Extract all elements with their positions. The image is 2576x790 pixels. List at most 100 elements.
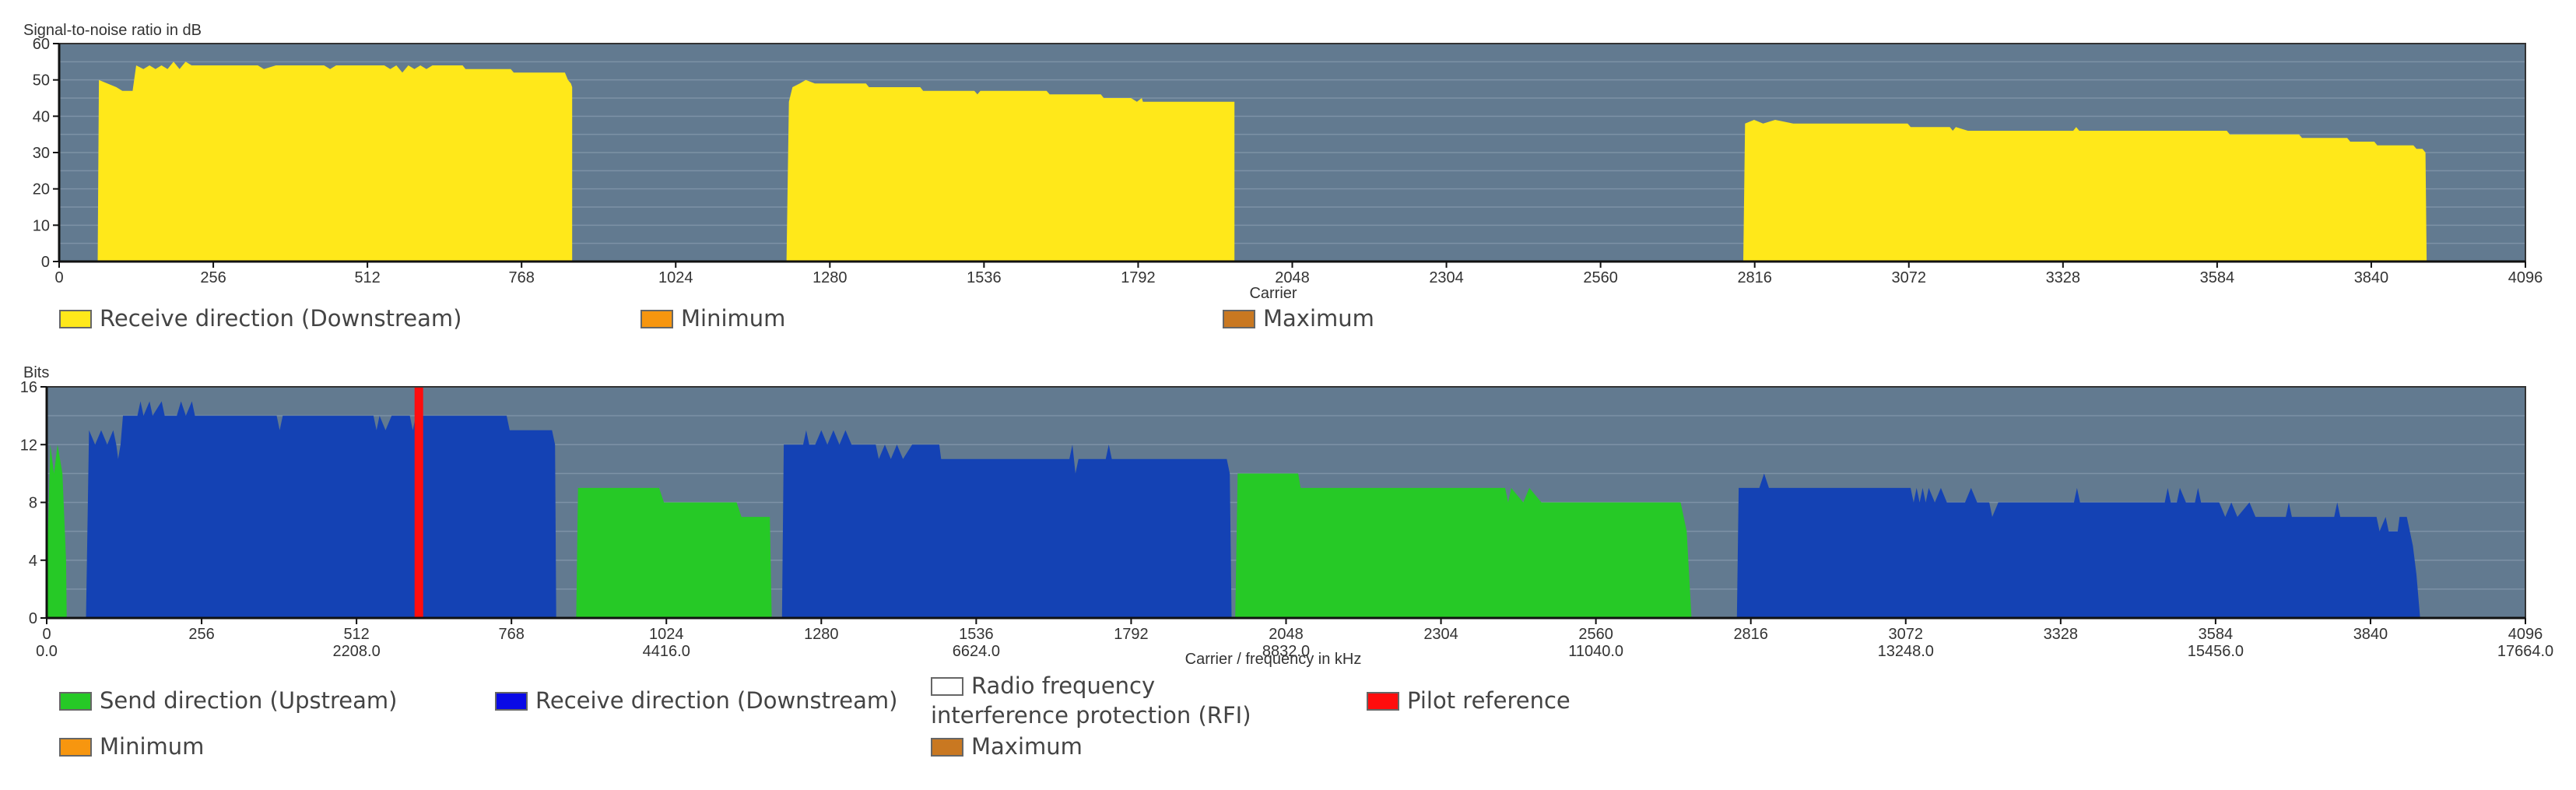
snr-series-0-area-0 bbox=[97, 61, 573, 262]
x-tick-label: 3584 bbox=[2199, 626, 2234, 643]
x-tick-label-khz: 6624.0 bbox=[953, 643, 1000, 660]
snr-series bbox=[97, 61, 2427, 262]
bits-series-0-area-1 bbox=[576, 487, 772, 618]
y-tick-label: 20 bbox=[33, 181, 50, 198]
legend-swatch bbox=[640, 310, 673, 328]
bits-series-0-area-0 bbox=[47, 444, 67, 618]
x-tick-label: 1280 bbox=[804, 626, 839, 643]
x-tick-label: 1024 bbox=[649, 626, 684, 643]
x-tick-label-khz: 2208.0 bbox=[333, 643, 381, 660]
y-tick-label: 30 bbox=[33, 145, 50, 162]
x-tick-label: 2048 bbox=[1269, 626, 1304, 643]
y-tick-label: 4 bbox=[29, 553, 37, 570]
legend-swatch bbox=[1367, 692, 1399, 711]
y-tick-label: 60 bbox=[33, 36, 50, 53]
legend-item-rfi: Radio frequency interference protection … bbox=[931, 671, 1367, 733]
x-tick-label: 2304 bbox=[1423, 626, 1458, 643]
legend-swatch bbox=[59, 310, 92, 328]
x-tick-label: 3328 bbox=[2044, 626, 2079, 643]
legend-swatch bbox=[59, 738, 92, 757]
legend-item-receive-downstream-bits: Receive direction (Downstream) bbox=[495, 686, 931, 717]
x-tick-label: 1024 bbox=[658, 269, 693, 286]
legend-swatch bbox=[931, 677, 963, 696]
x-tick-label: 512 bbox=[354, 269, 380, 286]
y-tick-label: 8 bbox=[29, 495, 37, 512]
legend-item-minimum-bits: Minimum bbox=[59, 732, 495, 763]
legend-label: Minimum bbox=[681, 305, 786, 332]
x-tick-label: 4096 bbox=[2508, 269, 2543, 286]
y-tick-label: 50 bbox=[33, 72, 50, 90]
x-tick-label-khz: 15456.0 bbox=[2188, 643, 2244, 660]
legend-item-maximum-bits: Maximum bbox=[931, 732, 1367, 763]
x-tick-label: 3840 bbox=[2354, 269, 2389, 286]
x-tick-label-khz: 11040.0 bbox=[1568, 643, 1623, 660]
legend-label: Minimum bbox=[100, 733, 205, 760]
x-tick-label: 1536 bbox=[967, 269, 1002, 286]
legend-item-pilot-reference: Pilot reference bbox=[1367, 686, 1756, 717]
legend-swatch bbox=[495, 692, 528, 711]
legend-swatch bbox=[1223, 310, 1255, 328]
legend-label: Send direction (Upstream) bbox=[100, 687, 398, 714]
bits-series-1-area-2 bbox=[1736, 473, 2420, 618]
legend-item-send-upstream: Send direction (Upstream) bbox=[59, 686, 495, 717]
bits-series bbox=[47, 387, 2420, 618]
x-tick-label: 2816 bbox=[1733, 626, 1768, 643]
legend-label: Maximum bbox=[971, 733, 1083, 760]
legend-label: Pilot reference bbox=[1407, 687, 1571, 714]
bits-chart-title: Bits bbox=[23, 364, 49, 381]
x-tick-label: 3072 bbox=[1889, 626, 1924, 643]
x-tick-label: 1792 bbox=[1114, 626, 1149, 643]
x-tick-label: 1280 bbox=[812, 269, 848, 286]
x-tick-label: 3584 bbox=[2200, 269, 2235, 286]
x-tick-label: 0 bbox=[54, 269, 63, 286]
x-tick-label: 2816 bbox=[1737, 269, 1772, 286]
snr-chart: Signal-to-noise ratio in dB 0 256 512 768 10… bbox=[23, 22, 2543, 302]
x-tick-label: 0 bbox=[42, 626, 51, 643]
x-tick-label: 256 bbox=[188, 626, 214, 643]
x-tick-label: 2560 bbox=[1578, 626, 1613, 643]
x-tick-label: 768 bbox=[499, 626, 525, 643]
snr-chart-title: Signal-to-noise ratio in dB bbox=[23, 22, 202, 39]
legend-swatch bbox=[59, 692, 92, 711]
x-tick-label: 1536 bbox=[959, 626, 994, 643]
legend-label: Receive direction (Downstream) bbox=[100, 305, 462, 332]
snr-axes: 0 256 512 768 1024 1280 1536 1792 2048 2304 2560 28… bbox=[33, 36, 2543, 286]
bits-series-1-area-1 bbox=[781, 430, 1232, 618]
x-tick-label: 3072 bbox=[1892, 269, 1927, 286]
x-tick-label: 2560 bbox=[1583, 269, 1618, 286]
y-tick-label: 16 bbox=[20, 379, 37, 396]
legend-label: Maximum bbox=[1263, 305, 1374, 332]
y-tick-label: 40 bbox=[33, 108, 50, 125]
y-tick-label: 0 bbox=[29, 610, 37, 627]
x-tick-label: 4096 bbox=[2508, 626, 2543, 643]
x-tick-label-khz: 0.0 bbox=[36, 643, 58, 660]
x-tick-label-khz: 4416.0 bbox=[643, 643, 690, 660]
legend-item-receive-downstream: Receive direction (Downstream) bbox=[59, 304, 604, 335]
bits-x-axis-label: Carrier / frequency in kHz bbox=[1185, 651, 1362, 668]
x-tick-label: 512 bbox=[343, 626, 369, 643]
x-tick-label-khz: 13248.0 bbox=[1878, 643, 1934, 660]
legend-label: Receive direction (Downstream) bbox=[535, 687, 898, 714]
x-tick-label: 1792 bbox=[1121, 269, 1156, 286]
x-tick-label-khz: 17664.0 bbox=[2497, 643, 2553, 660]
snr-series-0-area-2 bbox=[1743, 120, 2427, 262]
y-tick-label: 10 bbox=[33, 217, 50, 234]
legend-swatch bbox=[931, 738, 963, 757]
x-tick-label: 3328 bbox=[2046, 269, 2081, 286]
snr-x-axis-label: Carrier bbox=[1249, 285, 1297, 302]
x-tick-label: 2048 bbox=[1275, 269, 1310, 286]
x-tick-label: 256 bbox=[200, 269, 226, 286]
legend-item-maximum: Maximum bbox=[1223, 304, 1534, 335]
legend-item-minimum: Minimum bbox=[640, 304, 952, 335]
x-tick-label-khz: 8832.0 bbox=[1262, 643, 1310, 660]
x-tick-label: 2304 bbox=[1429, 269, 1464, 286]
legend-label: Radio frequency interference protection … bbox=[931, 672, 1251, 729]
snr-series-0-area-1 bbox=[786, 79, 1235, 262]
y-tick-label: 0 bbox=[41, 254, 50, 271]
bits-series-0-area-2 bbox=[1235, 473, 1692, 618]
y-tick-label: 12 bbox=[20, 437, 37, 454]
x-tick-label: 3840 bbox=[2353, 626, 2388, 643]
